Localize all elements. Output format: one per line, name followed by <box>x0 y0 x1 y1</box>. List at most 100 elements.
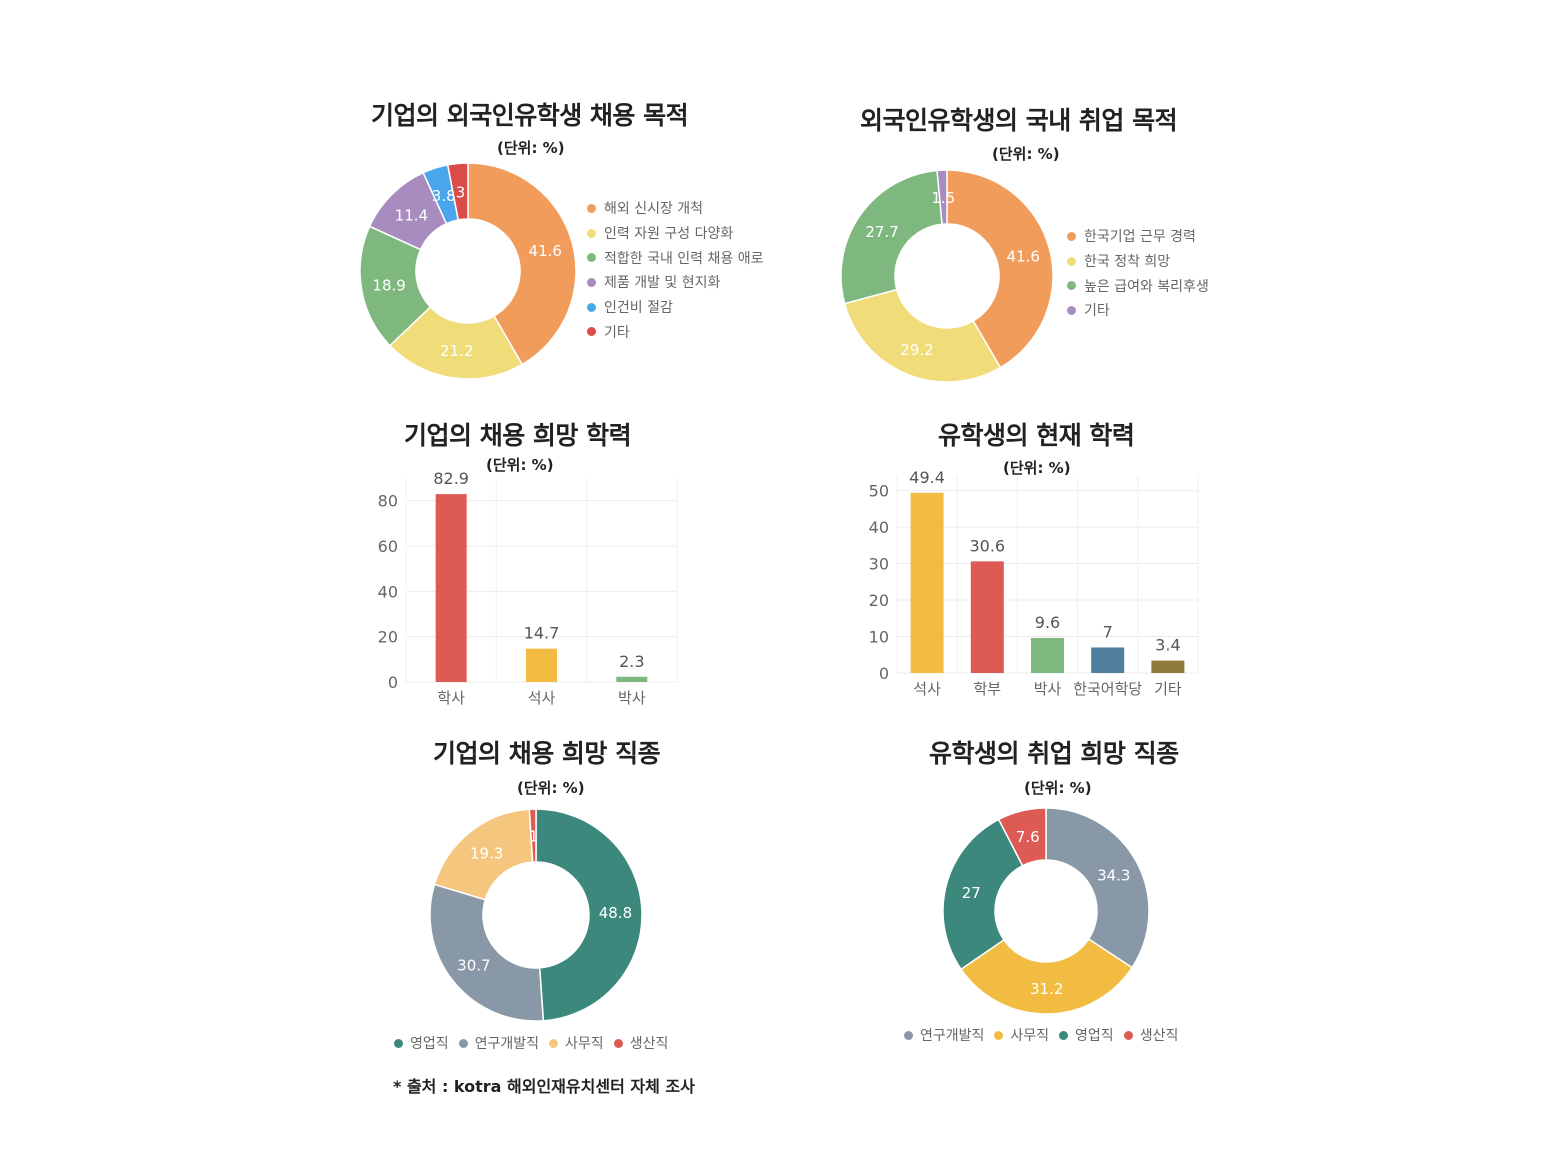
legend-item: 높은 급여와 복리후생 <box>1067 273 1209 298</box>
chart-title: 유학생의 취업 희망 직종 <box>929 739 1179 768</box>
slice-label: 41.6 <box>1007 247 1040 265</box>
chart-title: 기업의 채용 희망 직종 <box>433 739 661 768</box>
legend-item: 사무직 <box>994 1025 1049 1045</box>
y-tick-label: 30 <box>869 555 889 574</box>
x-tick-label: 석사 <box>913 680 941 698</box>
legend-item: 영업직 <box>1059 1025 1114 1045</box>
y-tick-label: 60 <box>378 537 398 556</box>
legend-label: 기타 <box>604 324 630 341</box>
bar-value-label: 2.3 <box>619 652 644 671</box>
x-tick-label: 학부 <box>973 680 1001 698</box>
y-tick-label: 20 <box>869 591 889 610</box>
chart-unit: (단위: %) <box>497 139 565 157</box>
legend-dot-icon <box>587 203 596 213</box>
legend-dot-icon <box>458 1038 468 1048</box>
x-tick-label: 박사 <box>1034 680 1062 698</box>
legend-dot-icon <box>613 1038 623 1048</box>
chart-unit: (단위: %) <box>1003 459 1071 477</box>
legend-dot-icon <box>587 277 596 287</box>
bar <box>1031 637 1064 673</box>
x-tick-label: 박사 <box>618 689 646 707</box>
y-tick-label: 50 <box>869 482 889 501</box>
slice-label: 27.7 <box>865 223 898 241</box>
pie-slice <box>422 164 460 225</box>
pie-slice <box>840 169 943 305</box>
legend-item: 사무직 <box>549 1033 604 1053</box>
slice-label: 27 <box>962 884 981 902</box>
legend-label: 연구개발직 <box>920 1028 985 1044</box>
slice-label: 41.6 <box>529 242 562 260</box>
pie-slice <box>359 225 432 347</box>
legend-label: 기타 <box>1084 303 1110 320</box>
chart-title: 외국인유학생의 국내 취업 목적 <box>860 106 1178 135</box>
slice-label: 3 <box>456 183 466 201</box>
legend-dot-icon <box>1123 1030 1133 1040</box>
legend-label: 한국기업 근무 경력 <box>1084 229 1196 246</box>
y-tick-label: 0 <box>388 673 398 692</box>
pie-slice <box>1045 807 1150 969</box>
slice-label: 29.2 <box>900 341 933 359</box>
x-tick-label: 학사 <box>437 689 465 707</box>
legend-dot-icon <box>394 1038 403 1048</box>
chart-legend: 해외 신시장 개척 인력 자원 구성 다양화 적합한 국내 인력 채용 애로 제품 개… <box>587 196 763 344</box>
legend-dot-icon <box>1067 305 1076 315</box>
pie-slice <box>433 808 534 901</box>
chart-unit: (단위: %) <box>517 779 585 797</box>
bar <box>616 676 648 682</box>
legend-item: 한국 정착 희망 <box>1067 249 1209 274</box>
slice-label: 31.2 <box>1030 980 1063 998</box>
bar <box>1091 647 1125 673</box>
y-tick-label: 10 <box>869 628 889 647</box>
pie-slice <box>960 938 1134 1015</box>
legend-dot-icon <box>587 253 596 263</box>
chart-title: 유학생의 현재 학력 <box>938 421 1135 450</box>
pie-slice <box>429 883 545 1022</box>
legend-label: 한국 정착 희망 <box>1084 254 1171 271</box>
chart-unit: (단위: %) <box>486 456 554 474</box>
slice-label: 18.9 <box>372 276 405 294</box>
bar-value-label: 82.9 <box>433 469 469 488</box>
legend-dot-icon <box>994 1030 1004 1040</box>
legend-item: 한국기업 근무 경력 <box>1067 224 1209 249</box>
y-tick-label: 40 <box>378 582 398 601</box>
legend-item: 연구개발직 <box>904 1025 984 1045</box>
pie-slice <box>946 169 1054 369</box>
legend-label: 생산직 <box>1139 1028 1179 1044</box>
legend-dot-icon <box>1067 231 1076 241</box>
legend-item: 기타 <box>1067 298 1209 323</box>
legend-label: 사무직 <box>565 1036 604 1052</box>
bar <box>526 648 557 682</box>
legend-label: 인건비 절감 <box>604 300 673 317</box>
legend-dot-icon <box>587 327 596 337</box>
legend-item: 인력 자원 구성 다양화 <box>587 221 763 246</box>
legend-label: 적합한 국내 인력 채용 애로 <box>604 250 764 267</box>
chart-title: 기업의 외국인유학생 채용 목적 <box>371 101 689 130</box>
bar <box>435 494 467 682</box>
x-tick-label: 한국어학당 <box>1073 680 1142 698</box>
legend-item: 영업직 <box>394 1033 449 1053</box>
chart-unit: (단위: %) <box>1024 779 1092 797</box>
pie-slice <box>446 162 469 221</box>
bar-value-label: 9.6 <box>1035 613 1060 632</box>
bar <box>910 492 944 673</box>
legend-label: 연구개발직 <box>474 1036 540 1052</box>
slice-label: 11.4 <box>395 206 428 224</box>
pie-slice <box>843 288 1002 383</box>
slice-label: 34.3 <box>1097 866 1130 884</box>
slice-label: 7.6 <box>1016 828 1040 846</box>
chart-title: 기업의 채용 희망 학력 <box>404 421 632 450</box>
pie-slice <box>997 807 1047 867</box>
legend-item: 해외 신시장 개척 <box>587 196 763 221</box>
bar-value-label: 49.4 <box>909 468 945 487</box>
source-note: * 출처 : kotra 해외인재유치센터 자체 조사 <box>393 1077 695 1096</box>
y-tick-label: 80 <box>378 492 398 511</box>
slice-label: 19.3 <box>470 845 503 863</box>
legend-dot-icon <box>1059 1030 1069 1040</box>
slice-label: 1 <box>529 828 539 846</box>
